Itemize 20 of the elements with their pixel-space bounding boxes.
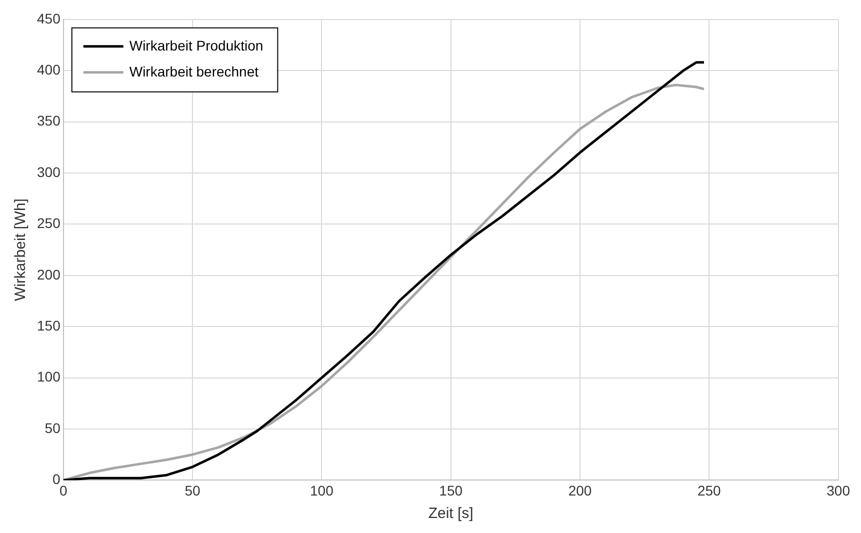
y-tick-label: 300 (37, 164, 61, 180)
x-tick-label: 100 (310, 482, 334, 498)
x-axis-title: Zeit [s] (428, 505, 474, 522)
y-tick-label: 350 (37, 112, 61, 129)
legend-label: Wirkarbeit Produktion (129, 37, 264, 54)
y-tick-label: 100 (37, 368, 61, 385)
x-tick-label: 300 (826, 482, 850, 498)
x-tick-label: 150 (439, 482, 463, 498)
x-tick-label: 200 (568, 482, 592, 498)
y-tick-label: 0 (52, 471, 61, 488)
y-tick-label: 450 (37, 10, 61, 26)
x-tick-label: 50 (184, 482, 201, 498)
y-tick-label: 200 (37, 266, 61, 282)
legend-label: Wirkarbeit berechnet (129, 63, 259, 80)
y-axis-title: Wirkarbeit [Wh] (12, 198, 30, 302)
x-tick-label: 250 (697, 482, 722, 498)
y-tick-label: 250 (37, 215, 61, 232)
y-tick-label: 50 (44, 420, 61, 436)
y-tick-label: 400 (37, 61, 61, 78)
y-tick-label: 150 (37, 317, 61, 334)
